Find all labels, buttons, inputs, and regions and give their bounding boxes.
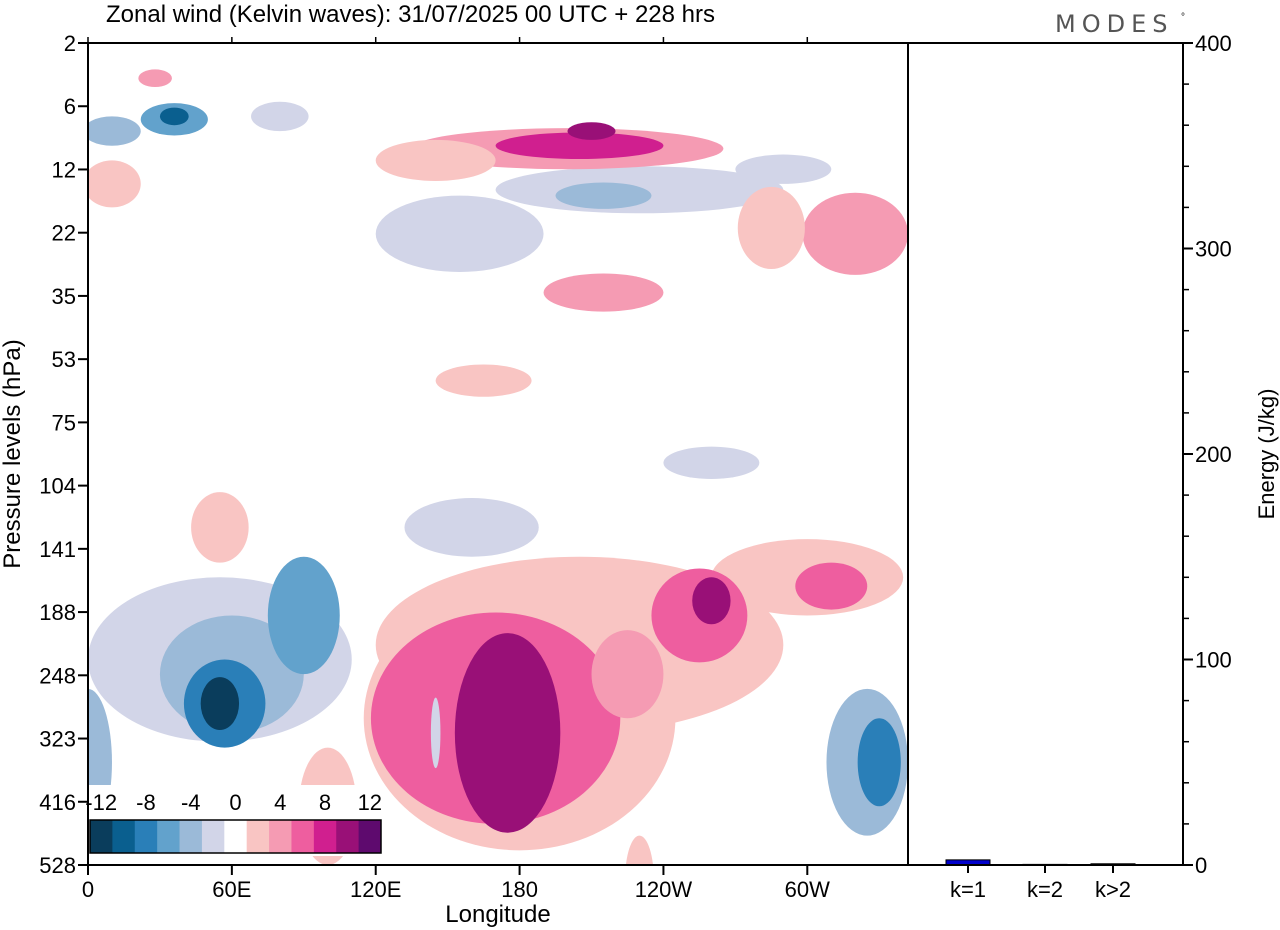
y-tick-label-12: 416 xyxy=(39,790,76,815)
y-tick-label-2: 12 xyxy=(52,157,76,182)
colorbar-swatch-6 xyxy=(224,820,248,853)
colorbar-label-0: -12 xyxy=(85,790,117,815)
y-tick-label-6: 75 xyxy=(52,410,76,435)
colorbar-swatch-1 xyxy=(112,820,136,853)
contour-axes: 0 60E 120E 180 120W 60W 2 6 12 22 35 53 75 104 141 188 2… xyxy=(39,31,830,902)
contour-region-20 xyxy=(404,498,539,557)
colorbar-label-2: -4 xyxy=(181,790,201,815)
contour-region-22 xyxy=(795,562,868,610)
colorbar-swatch-8 xyxy=(269,820,292,853)
contour-region-16 xyxy=(543,273,664,312)
colorbar-swatch-7 xyxy=(246,820,270,853)
x-tick-label-2: 120E xyxy=(350,877,401,902)
contour-region-3 xyxy=(251,101,309,132)
contour-region-35 xyxy=(267,556,340,675)
contour-region-9 xyxy=(88,160,141,208)
brand-registered-mark: ° xyxy=(1181,12,1185,23)
contour-region-15 xyxy=(375,195,544,272)
y-tick-label-1: 6 xyxy=(64,94,76,119)
colorbar-swatch-3 xyxy=(157,820,181,853)
contour-region-2 xyxy=(88,116,141,146)
contour-region-19 xyxy=(191,492,249,563)
y-tick-label-9: 188 xyxy=(39,600,76,625)
contour-region-14 xyxy=(737,186,805,270)
energy-cat-label-2: k>2 xyxy=(1095,877,1131,902)
contour-region-38 xyxy=(857,718,901,807)
colorbar-label-1: -8 xyxy=(136,790,156,815)
y-tick-label-0: 2 xyxy=(64,31,76,56)
colorbar-label-4: 4 xyxy=(274,790,286,815)
energy-axes: k=1 k=2 k>2 0 100 200 300 400 xyxy=(950,31,1232,902)
y-tick-label-4: 35 xyxy=(52,284,76,309)
contour-region-17 xyxy=(435,364,532,397)
contour-region-28 xyxy=(692,577,731,625)
y-tick-label-7: 104 xyxy=(39,474,76,499)
contour-region-7 xyxy=(567,122,616,140)
energy-axis-label: Energy (J/kg) xyxy=(1254,389,1279,520)
energy-tick-label-1: 100 xyxy=(1195,648,1232,673)
energy-frame xyxy=(907,42,1184,866)
contour-region-1 xyxy=(159,107,189,126)
x-tick-label-1: 60E xyxy=(212,877,251,902)
y-tick-label-3: 22 xyxy=(52,221,76,246)
colorbar-swatch-4 xyxy=(179,820,203,853)
contour-region-11 xyxy=(555,182,652,209)
colorbar-swatch-0 xyxy=(90,820,113,853)
y-tick-label-11: 323 xyxy=(39,727,76,752)
colorbar-swatch-2 xyxy=(134,820,158,853)
contour-region-4 xyxy=(138,69,172,88)
chart-title: Zonal wind (Kelvin waves): 31/07/2025 00… xyxy=(106,1,715,28)
energy-tick-label-0: 0 xyxy=(1195,853,1207,878)
contour-region-13 xyxy=(802,192,908,275)
colorbar: -12 -8 -4 0 4 8 12 xyxy=(85,785,383,856)
contour-region-29 xyxy=(591,630,664,719)
x-tick-label-0: 0 xyxy=(82,877,94,902)
contour-region-34 xyxy=(200,677,240,730)
energy-tick-label-2: 200 xyxy=(1195,442,1232,467)
y-tick-label-8: 141 xyxy=(39,537,76,562)
colorbar-swatch-12 xyxy=(358,820,382,853)
colorbar-label-3: 0 xyxy=(229,790,241,815)
x-tick-label-4: 120W xyxy=(635,877,693,902)
brand-logo: MODES xyxy=(1055,10,1173,38)
x-tick-label-3: 180 xyxy=(501,877,538,902)
energy-cat-label-0: k=1 xyxy=(950,877,986,902)
contour-region-26 xyxy=(454,633,561,833)
energy-cat-label-1: k=2 xyxy=(1027,877,1063,902)
contour-field xyxy=(88,69,908,865)
contour-region-8 xyxy=(375,139,496,181)
x-axis-label: Longitude xyxy=(445,901,550,928)
energy-tick-label-4: 400 xyxy=(1195,31,1232,56)
colorbar-label-6: 12 xyxy=(358,790,382,815)
colorbar-swatch-10 xyxy=(313,820,337,853)
contour-region-6 xyxy=(495,132,664,159)
colorbar-label-5: 8 xyxy=(319,790,331,815)
contour-region-18 xyxy=(663,446,760,479)
x-tick-label-5: 60W xyxy=(785,877,830,902)
energy-tick-label-3: 300 xyxy=(1195,237,1232,262)
y-axis-label: Pressure levels (hPa) xyxy=(0,339,26,568)
colorbar-swatch-5 xyxy=(201,820,225,853)
contour-region-12 xyxy=(735,154,832,184)
y-tick-label-5: 53 xyxy=(52,347,76,372)
colorbar-swatch-9 xyxy=(291,820,315,853)
colorbar-border xyxy=(89,819,382,854)
contour-region-30 xyxy=(430,697,441,769)
y-tick-label-13: 528 xyxy=(39,853,76,878)
y-tick-label-10: 248 xyxy=(39,663,76,688)
contour-region-40 xyxy=(625,835,654,865)
colorbar-swatch-11 xyxy=(336,820,360,853)
